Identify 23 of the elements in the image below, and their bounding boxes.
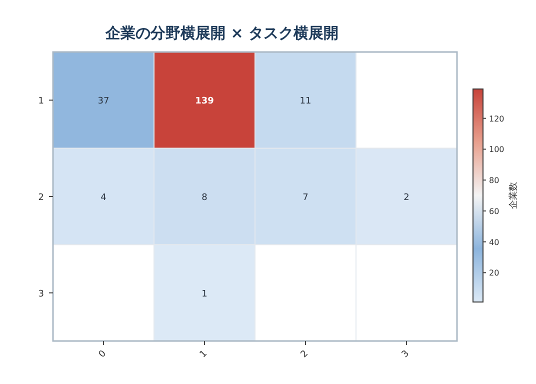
color-bar-label: 100	[489, 145, 504, 154]
y-tick-label: 2	[38, 193, 44, 203]
data-label: 37	[98, 96, 110, 107]
y-tick-label: 3	[38, 289, 44, 300]
x-tick-label: 1	[198, 348, 210, 360]
x-tick-label: 0	[97, 348, 109, 360]
data-label: 139	[195, 96, 214, 107]
color-bar-label: 60	[489, 206, 500, 216]
x-tick-label: 2	[299, 348, 310, 360]
x-tick-label: 3	[400, 348, 412, 360]
data-label: 4	[100, 193, 107, 203]
data-label: 1	[202, 289, 208, 300]
chart-title: 企業の分野横展開 × タスク横展開	[104, 24, 339, 42]
color-bar-label: 20	[489, 268, 500, 278]
color-bar-label: 120	[489, 114, 504, 124]
color-bar-label: 40	[489, 238, 500, 247]
data-label: 11	[300, 96, 312, 107]
y-tick-label: 1	[38, 96, 44, 107]
color-bar-label: 80	[489, 176, 500, 186]
data-label: 8	[202, 193, 208, 203]
data-label: 7	[302, 193, 308, 203]
data-label: 2	[404, 193, 410, 203]
color-bar-title: 企業数	[508, 182, 519, 209]
